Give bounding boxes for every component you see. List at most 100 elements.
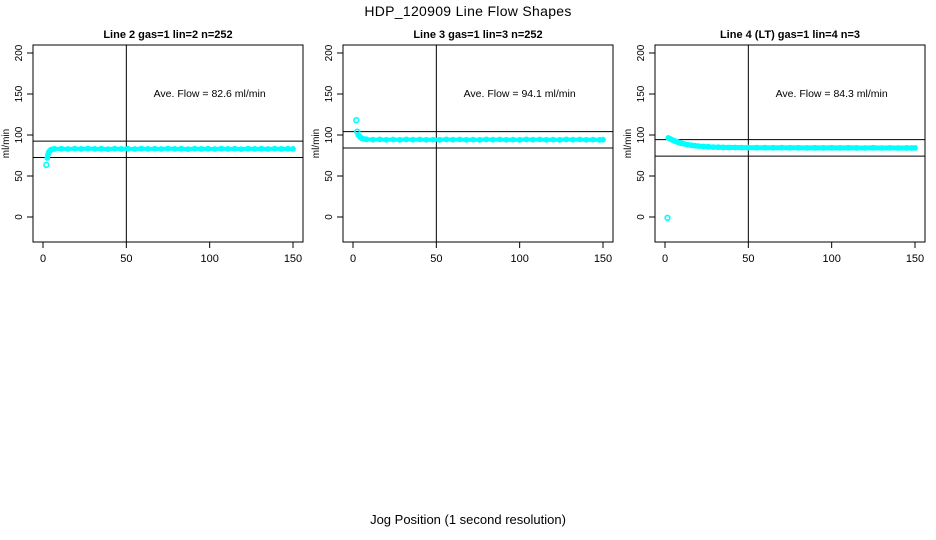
plot-frame	[342, 44, 614, 243]
data-point	[158, 146, 165, 152]
x-tick-label: 100	[822, 253, 840, 264]
data-point	[245, 145, 251, 152]
data-point	[138, 145, 145, 152]
data-point	[265, 146, 271, 152]
figure-row: Line 2 gas=1 lin=2 n=252 0 50 100 150 200 ml/m…	[0, 24, 936, 264]
data-point	[753, 144, 760, 151]
y-tick-label: 50	[636, 170, 647, 182]
data-point	[870, 144, 877, 151]
data-point	[862, 145, 868, 151]
ave-flow-annotation: Ave. Flow = 82.6 ml/min	[154, 88, 266, 100]
data-point	[563, 136, 570, 143]
data-point	[576, 136, 583, 143]
data-point	[516, 136, 523, 143]
data-point	[218, 145, 225, 152]
main-title: HDP_120909 Line Flow Shapes	[364, 3, 572, 19]
data-point	[570, 136, 576, 143]
data-point	[238, 146, 245, 152]
ave-flow-annotation: Ave. Flow = 84.3 ml/min	[776, 88, 888, 100]
data-point	[685, 141, 692, 148]
data-point	[105, 146, 111, 152]
panel-title: Line 2 gas=1 lin=2 n=252	[103, 29, 232, 41]
data-point	[198, 145, 205, 152]
data-point	[692, 142, 698, 149]
plot-frame	[32, 44, 304, 243]
data-point	[410, 136, 416, 143]
data-point	[91, 145, 98, 152]
outlier-point	[354, 128, 361, 135]
data-point	[443, 136, 450, 143]
data-point	[678, 140, 685, 147]
data-point	[490, 136, 496, 143]
data-point	[450, 136, 456, 143]
data-point	[895, 145, 902, 151]
data-point	[178, 145, 185, 152]
x-tick-label: 150	[906, 253, 924, 264]
panel-title: Line 3 gas=1 lin=3 n=252	[413, 29, 542, 41]
data-point	[171, 145, 178, 152]
y-tick-label: 0	[636, 214, 647, 220]
data-point	[787, 144, 793, 151]
y-tick-label: 100	[324, 126, 335, 143]
data-point	[762, 144, 768, 151]
data-point	[583, 136, 590, 143]
data-point	[682, 141, 688, 147]
data-point	[530, 136, 536, 143]
data-point	[44, 155, 51, 161]
panel-svg: Line 3 gas=1 lin=3 n=252 0 50 100 150 200 ml/m…	[311, 29, 614, 264]
data-point	[118, 145, 125, 152]
data-point	[496, 136, 503, 143]
data-point	[778, 144, 785, 151]
data-point	[470, 136, 476, 143]
panel-svg: Line 4 (LT) gas=1 lin=4 n=3 0 50 100 150 200 m…	[623, 29, 926, 264]
data-point	[225, 145, 231, 152]
data-point	[688, 142, 695, 149]
y-tick-label: 150	[324, 85, 335, 102]
panel-line-3: Line 3 gas=1 lin=3 n=252 0 50 100 150 200 ml/m…	[310, 24, 622, 264]
y-axis-title: ml/min	[623, 129, 634, 158]
data-point	[845, 144, 852, 151]
data-point	[436, 136, 443, 143]
data-band	[356, 133, 605, 142]
data-point	[231, 145, 238, 152]
x-tick-label: 0	[662, 253, 668, 264]
data-point	[510, 136, 516, 143]
data-point	[71, 145, 78, 152]
data-point	[271, 145, 278, 152]
outlier-point	[664, 214, 671, 222]
x-tick-label: 100	[200, 253, 218, 264]
data-point	[463, 136, 470, 143]
data-point	[85, 145, 91, 152]
data-point	[590, 136, 596, 143]
y-tick-label: 100	[636, 126, 647, 143]
data-point	[205, 145, 211, 152]
data-point	[738, 144, 745, 151]
y-tick-label: 200	[324, 44, 335, 61]
data-point	[523, 136, 530, 143]
y-axis-title: ml/min	[1, 129, 12, 158]
data-point	[416, 136, 423, 143]
data-point	[430, 136, 436, 143]
data-point	[912, 144, 918, 151]
data-point	[853, 144, 860, 151]
ave-flow-annotation: Ave. Flow = 94.1 ml/min	[464, 88, 576, 100]
x-tick-label: 150	[284, 253, 302, 264]
x-tick-label: 0	[40, 253, 46, 264]
data-point	[251, 145, 258, 152]
y-tick-label: 100	[14, 126, 25, 143]
data-point	[403, 136, 410, 143]
data-point	[363, 136, 370, 143]
data-point	[803, 144, 810, 151]
data-point	[878, 145, 885, 151]
data-point	[503, 136, 510, 143]
data-point	[290, 145, 296, 152]
data-point	[536, 136, 543, 143]
data-point	[770, 144, 777, 151]
data-point	[725, 144, 732, 151]
data-point	[278, 145, 285, 152]
y-tick-label: 200	[14, 44, 25, 61]
outlier-point	[353, 116, 360, 124]
data-point	[550, 136, 556, 143]
data-point	[483, 136, 490, 143]
data-point	[151, 145, 158, 152]
